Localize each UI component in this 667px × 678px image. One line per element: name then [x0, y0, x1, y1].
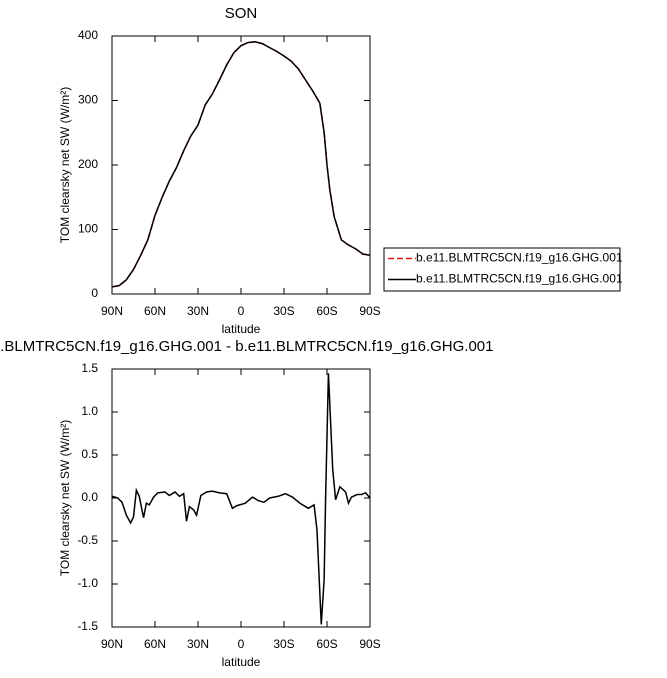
- x-tick-label: 60N: [144, 304, 166, 318]
- y-tick-label: 1.0: [81, 404, 98, 418]
- data-line: [111, 41, 371, 288]
- x-axis-label: latitude: [222, 322, 261, 336]
- y-tick-label: 0.0: [81, 490, 98, 504]
- y-tick-label: -0.5: [77, 533, 98, 547]
- y-axis-label: TOM clearsky net SW (W/m²): [58, 420, 72, 576]
- x-tick-label: 90S: [359, 637, 380, 651]
- legend-label: b.e11.BLMTRC5CN.f19_g16.GHG.001: [416, 251, 623, 265]
- x-tick-label: 90N: [101, 637, 123, 651]
- x-tick-label: 90N: [101, 304, 123, 318]
- y-tick-label: 0.5: [81, 447, 98, 461]
- y-tick-label: 400: [78, 28, 98, 42]
- legend-label: b.e11.BLMTRC5CN.f19_g16.GHG.001: [416, 272, 623, 286]
- x-tick-label: 30N: [187, 304, 209, 318]
- data-line: [111, 41, 371, 288]
- x-tick-label: 0: [238, 637, 245, 651]
- data-line: [111, 373, 371, 625]
- plot-frame: [111, 35, 371, 295]
- x-tick-label: 30S: [273, 637, 294, 651]
- legend-box: [383, 247, 621, 292]
- x-tick-label: 60N: [144, 637, 166, 651]
- y-tick-label: -1.5: [77, 619, 98, 633]
- x-tick-label: 60S: [316, 637, 337, 651]
- plot-frame: [111, 368, 371, 628]
- chart-title: l1.BLMTRC5CN.f19_g16.GHG.001 - b.e11.BLM…: [0, 338, 493, 355]
- y-tick-label: 200: [78, 157, 98, 171]
- y-axis-label: TOM clearsky net SW (W/m²): [58, 87, 72, 243]
- x-tick-label: 90S: [359, 304, 380, 318]
- x-tick-label: 30N: [187, 637, 209, 651]
- y-tick-label: 0: [91, 286, 98, 300]
- x-axis-label: latitude: [222, 655, 261, 669]
- y-tick-label: 1.5: [81, 361, 98, 375]
- y-tick-label: 300: [78, 93, 98, 107]
- y-tick-label: 100: [78, 222, 98, 236]
- x-tick-label: 60S: [316, 304, 337, 318]
- y-tick-label: -1.0: [77, 576, 98, 590]
- x-tick-label: 30S: [273, 304, 294, 318]
- x-tick-label: 0: [238, 304, 245, 318]
- chart-title: SON: [225, 5, 258, 22]
